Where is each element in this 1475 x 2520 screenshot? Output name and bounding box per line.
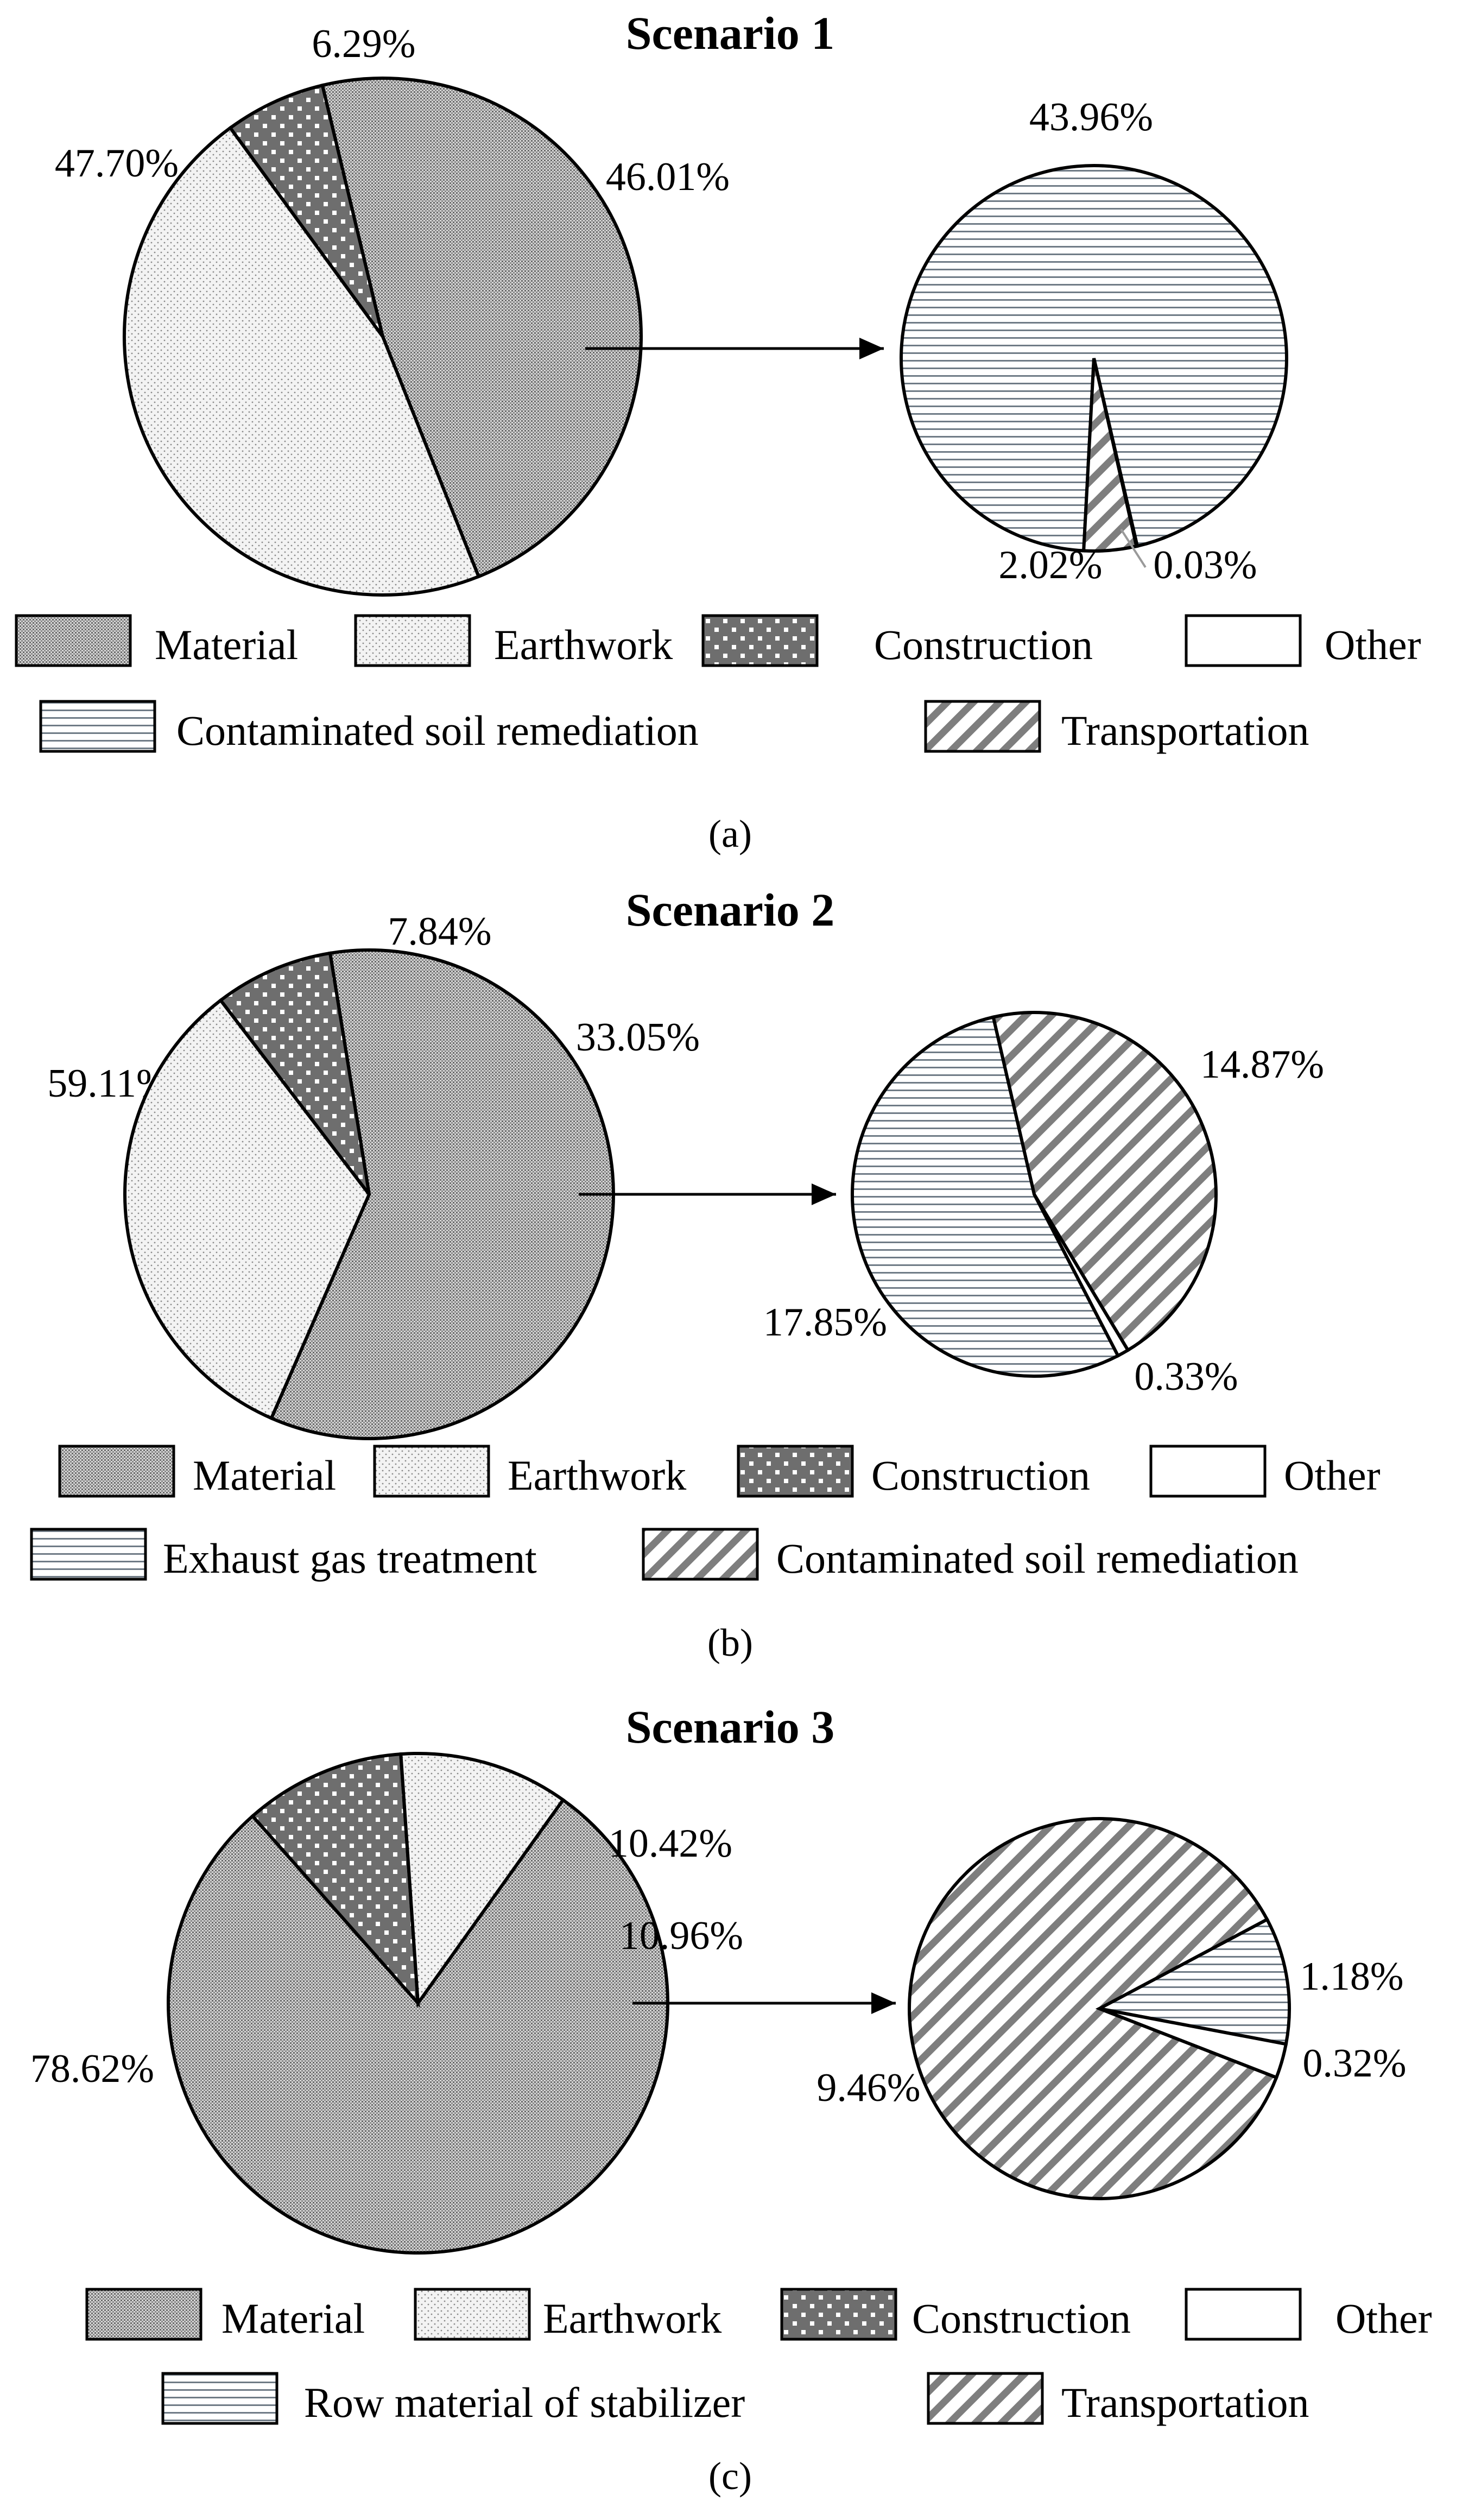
legend-swatch-contaminated-soil-remediation <box>39 700 156 753</box>
detail-label-other: 0.32% <box>1302 2041 1406 2086</box>
chart-panels: Scenario 1 47.70% 46.01% 6.29% 43.96% 2.02% 0.… <box>15 7 1432 2498</box>
detail-label-exhaust-gas-treatment: 17.85% <box>763 1300 887 1345</box>
main-slice-earthwork <box>123 998 371 1421</box>
detail-slice-row-material-of-stabilizer <box>1094 1917 1291 2046</box>
detail-pie: 14.87% 0.33% 17.85% <box>763 1011 1324 1399</box>
legend-swatch-construction <box>701 614 819 667</box>
detail-label-other: 0.33% <box>1134 1354 1238 1399</box>
main-label-earthwork: 33.05% <box>576 1015 700 1060</box>
main-label-construction: 10.42% <box>609 1821 732 1866</box>
detail-slice-exhaust-gas-treatment <box>851 1015 1121 1378</box>
chart-title: Scenario 1 <box>626 7 835 59</box>
leader-line <box>1120 528 1147 568</box>
legend-label-row-material-of-stabilizer: Row material of stabilizer <box>304 2379 745 2426</box>
legend-label-earthwork: Earthwork <box>508 1452 686 1499</box>
legend-swatch-other <box>1185 614 1302 667</box>
detail-label-other: 0.03% <box>1153 543 1257 587</box>
legend-swatch-earthwork <box>414 2288 531 2341</box>
main-label-material: 47.70% <box>55 141 179 186</box>
panel-3: Scenario 3 78.62% 10.42% 10.96% 1.18% 0.32% 9.… <box>30 1701 1432 2498</box>
legend-swatch-contaminated-soil-remediation <box>642 1528 759 1581</box>
main-pie: 47.70% 46.01% 6.29% <box>55 22 730 597</box>
main-label-earthwork: 46.01% <box>606 155 730 199</box>
legend-label-transportation: Transportation <box>1061 707 1309 754</box>
legend-label-other: Other <box>1335 2295 1432 2342</box>
panel-caption: (c) <box>708 2454 752 2498</box>
legend-label-earthwork: Earthwork <box>543 2295 721 2342</box>
main-slice-material <box>166 1797 669 2255</box>
legend-label-transportation: Transportation <box>1061 2379 1309 2426</box>
detail-slice-other <box>1092 358 1140 548</box>
main-label-construction: 7.84% <box>388 909 491 954</box>
legend-label-construction: Construction <box>874 621 1093 668</box>
legend-swatch-row-material-of-stabilizer <box>161 2372 278 2425</box>
detail-slice-contaminated-soil-remediation <box>991 1011 1218 1353</box>
legend-label-contaminated-soil-remediation: Contaminated soil remediation <box>776 1535 1299 1582</box>
detail-pie: 1.18% 0.32% 9.46% <box>816 1817 1407 2201</box>
detail-label-transportation: 2.02% <box>998 543 1102 587</box>
legend: Material Earthwork Construction Other Exhaus… <box>30 1445 1381 1582</box>
legend-swatch-other <box>1149 1445 1267 1498</box>
legend-swatch-material <box>15 614 132 667</box>
legend-label-other: Other <box>1284 1452 1381 1499</box>
legend: Material Earthwork Construction Other Row ma… <box>85 2288 1432 2426</box>
main-pie: 78.62% 10.42% 10.96% <box>30 1752 743 2255</box>
panel-caption: (a) <box>708 812 752 856</box>
panel-1: Scenario 1 47.70% 46.01% 6.29% 43.96% 2.02% 0.… <box>15 7 1421 856</box>
legend-label-exhaust-gas-treatment: Exhaust gas treatment <box>163 1535 537 1582</box>
detail-pie: 43.96% 2.02% 0.03% <box>900 95 1288 587</box>
main-slice-construction <box>228 83 384 338</box>
legend-swatch-material <box>58 1445 175 1498</box>
detail-label-transportation: 9.46% <box>816 2066 920 2110</box>
legend-swatch-construction <box>737 1445 854 1498</box>
main-label-earthwork: 10.96% <box>619 1914 743 1958</box>
legend-swatch-transportation <box>927 2372 1044 2425</box>
detail-slice-transportation <box>908 1817 1279 2201</box>
legend-swatch-exhaust-gas-treatment <box>30 1528 147 1581</box>
chart-title: Scenario 2 <box>626 884 835 936</box>
legend-swatch-other <box>1185 2288 1302 2341</box>
main-slice-earthwork <box>399 1752 566 2008</box>
panel-caption: (b) <box>707 1621 753 1664</box>
chart-title: Scenario 3 <box>626 1701 835 1753</box>
legend-swatch-construction <box>780 2288 897 2341</box>
main-label-material: 78.62% <box>30 2047 154 2091</box>
legend-swatch-transportation <box>924 700 1041 753</box>
detail-label-row-material-of-stabilizer: 1.18% <box>1300 1954 1403 1999</box>
legend-label-material: Material <box>155 621 298 668</box>
legend-swatch-earthwork <box>354 614 471 667</box>
panel-2: Scenario 259.11%33.05%7.84%14.87%0.33%17… <box>30 884 1381 1664</box>
main-label-construction: 6.29% <box>312 22 415 66</box>
legend-label-other: Other <box>1325 621 1421 668</box>
legend-label-material: Material <box>221 2295 365 2342</box>
legend: Material Earthwork Construction Other Contam… <box>15 614 1421 754</box>
legend-label-construction: Construction <box>912 2295 1131 2342</box>
legend-label-contaminated-soil-remediation: Contaminated soil remediation <box>176 707 699 754</box>
main-slice-construction <box>218 951 371 1195</box>
legend-label-construction: Construction <box>871 1452 1090 1499</box>
legend-label-material: Material <box>193 1452 336 1499</box>
main-slice-material <box>320 77 643 579</box>
main-pie: 59.11%33.05%7.84% <box>47 909 700 1440</box>
legend-swatch-material <box>85 2288 202 2341</box>
detail-label-contaminated-soil-remediation: 43.96% <box>1029 95 1153 140</box>
detail-label-contaminated-soil-remediation: 14.87% <box>1200 1042 1324 1087</box>
legend-swatch-earthwork <box>373 1445 490 1498</box>
main-slice-construction <box>250 1752 420 2008</box>
legend-label-earthwork: Earthwork <box>494 621 673 668</box>
main-slice-material <box>269 948 615 1440</box>
main-slice-earthwork <box>123 125 481 597</box>
